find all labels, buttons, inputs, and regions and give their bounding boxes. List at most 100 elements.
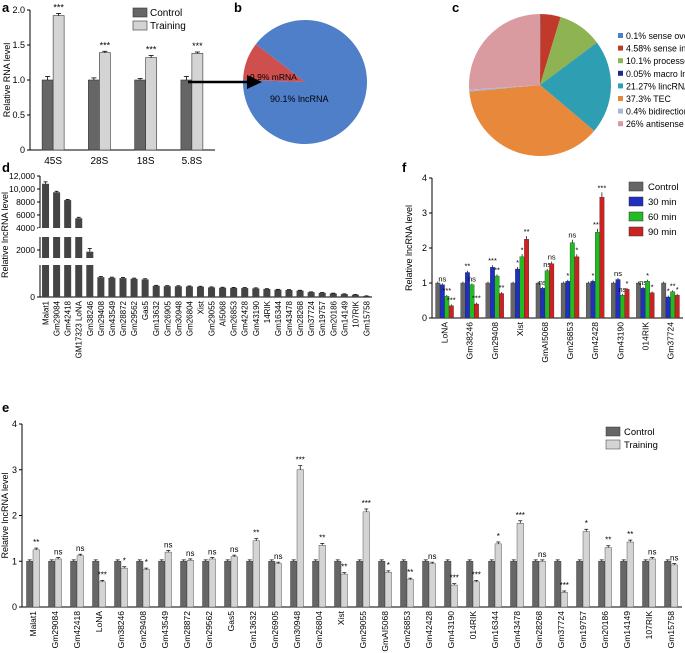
bar [595, 232, 600, 319]
bar [263, 289, 271, 297]
bar [642, 561, 650, 608]
bar [586, 282, 591, 319]
y-tick-label: 0 [20, 145, 25, 155]
bar [340, 573, 348, 608]
x-tick-label: Gm29408 [138, 611, 148, 649]
significance-label: *** [560, 581, 569, 590]
bar [665, 296, 671, 319]
bar [422, 561, 430, 608]
x-tick-label: Gm43478 [285, 300, 294, 336]
bar [538, 561, 546, 608]
x-tick-label: Gm28268 [534, 611, 544, 649]
x-tick-label: Gm37724 [556, 611, 566, 649]
bar [565, 281, 571, 319]
bar [164, 551, 172, 608]
bar [510, 561, 518, 608]
significance-label: ** [524, 227, 530, 236]
significance-label: * [521, 245, 524, 254]
significance-label: *** [598, 183, 607, 192]
x-tick-label: Gm20186 [329, 300, 338, 336]
bar [312, 561, 320, 608]
bar [485, 282, 491, 319]
axis-break [38, 228, 370, 237]
bar [428, 563, 436, 608]
bar [356, 561, 364, 608]
bar [535, 282, 541, 319]
bar [499, 293, 504, 319]
significance-label: ns [76, 544, 84, 553]
bar [219, 287, 227, 297]
bar [444, 561, 452, 608]
x-tick-label: Gm13632 [152, 300, 161, 336]
bar [351, 294, 359, 297]
x-tick-label: Gm14149 [622, 611, 632, 649]
x-tick-label: Gm37724 [307, 300, 316, 336]
legend-swatch [618, 121, 623, 127]
bar [640, 288, 646, 319]
bar [86, 251, 94, 297]
bar [196, 286, 204, 297]
y-tick-label: 2000 [16, 245, 35, 255]
x-tick-label: Gm28872 [119, 300, 128, 336]
legend-swatch [628, 181, 644, 192]
x-tick-label: Xist [196, 300, 205, 314]
x-tick-label: 5.8S [182, 156, 203, 167]
x-tick-label: 45S [44, 156, 62, 167]
x-tick-label: Gm43549 [108, 300, 117, 336]
legend-label: 37.3% TEC [626, 94, 671, 104]
pie-slice [540, 42, 598, 85]
significance-label: * [575, 245, 578, 254]
bar [670, 291, 676, 319]
panel-label: c [452, 0, 459, 15]
significance-label: * [585, 519, 588, 528]
legend-label: 26% antisense [626, 119, 684, 129]
bar [645, 281, 650, 319]
bar [599, 197, 605, 319]
significance-label: *** [98, 570, 107, 579]
x-tick-label: Gm28268 [296, 300, 305, 336]
x-tick-label: Gm26905 [270, 611, 280, 649]
bar [136, 561, 144, 608]
bar [88, 79, 100, 151]
x-tick-label: Gm29055 [208, 300, 217, 336]
bar [624, 289, 630, 319]
y-tick-label: 0 [422, 313, 427, 323]
significance-label: * [626, 279, 629, 288]
significance-label: * [651, 282, 654, 291]
x-tick-label: Gm16344 [490, 611, 500, 649]
bar [26, 561, 34, 608]
bar [406, 579, 414, 608]
bar [54, 558, 62, 608]
pie-label: 9.9% mRNA [250, 72, 297, 82]
bar [152, 285, 160, 297]
arrow [188, 75, 262, 89]
y-tick-label: 4000 [16, 223, 35, 233]
legend-label: 10.1% processed transcript [626, 56, 685, 66]
bar [230, 287, 238, 297]
bar [626, 541, 634, 608]
x-tick-label: Gm26853 [565, 322, 575, 360]
bar [174, 286, 182, 297]
bar [560, 592, 568, 608]
x-tick-label: Gm43190 [446, 611, 456, 649]
bar [202, 561, 210, 608]
bar [569, 242, 575, 319]
significance-label: ns [548, 253, 556, 262]
significance-label: *** [516, 511, 525, 520]
bar [130, 278, 138, 297]
bar [252, 288, 260, 297]
bar [515, 268, 520, 319]
significance-label: ns [639, 278, 647, 287]
bar [70, 561, 78, 608]
bar [208, 287, 216, 297]
x-tick-label: Xist [515, 321, 525, 336]
x-tick-label: 014RIK [468, 611, 478, 640]
bar [75, 218, 83, 297]
bar [334, 561, 342, 608]
bar [98, 581, 106, 608]
x-tick-label: Gm42428 [590, 322, 600, 360]
pie-slice [540, 17, 597, 85]
bar [180, 561, 188, 608]
legend-label: 90 min [648, 227, 677, 238]
bar [560, 282, 566, 319]
